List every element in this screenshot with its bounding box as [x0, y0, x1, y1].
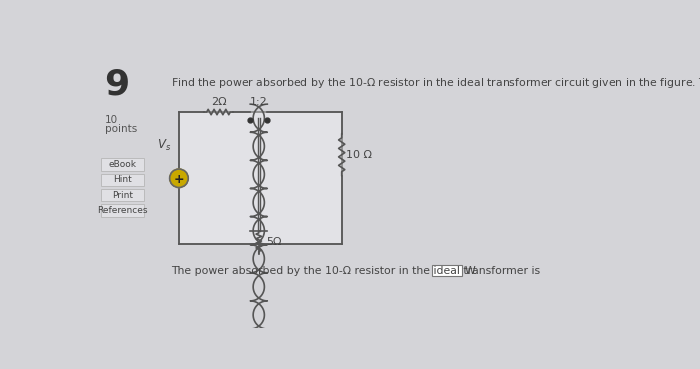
Text: eBook: eBook [108, 160, 136, 169]
FancyBboxPatch shape [102, 158, 144, 170]
Text: Find the power absorbed by the 10-Ω resistor in the ideal transformer circuit gi: Find the power absorbed by the 10-Ω resi… [172, 75, 700, 90]
Text: References: References [97, 206, 148, 215]
FancyBboxPatch shape [102, 204, 144, 217]
Text: 5Ω: 5Ω [267, 237, 282, 247]
Text: 10: 10 [104, 115, 118, 125]
FancyBboxPatch shape [433, 265, 462, 276]
Text: +: + [174, 173, 184, 186]
Text: 10 Ω: 10 Ω [346, 150, 372, 160]
Text: Print: Print [112, 191, 133, 200]
FancyBboxPatch shape [102, 174, 144, 186]
FancyBboxPatch shape [102, 189, 144, 201]
Text: points: points [104, 124, 136, 134]
Text: 1:2: 1:2 [250, 97, 267, 107]
Circle shape [169, 169, 188, 187]
Text: 9: 9 [104, 68, 130, 101]
Text: W.: W. [465, 266, 478, 276]
Text: The power absorbed by the 10-Ω resistor in the ideal transformer is: The power absorbed by the 10-Ω resistor … [172, 266, 540, 276]
Bar [179, 112, 342, 245]
Text: $V_s$: $V_s$ [157, 138, 172, 153]
Text: 2Ω: 2Ω [211, 97, 226, 107]
Text: Hint: Hint [113, 175, 132, 184]
